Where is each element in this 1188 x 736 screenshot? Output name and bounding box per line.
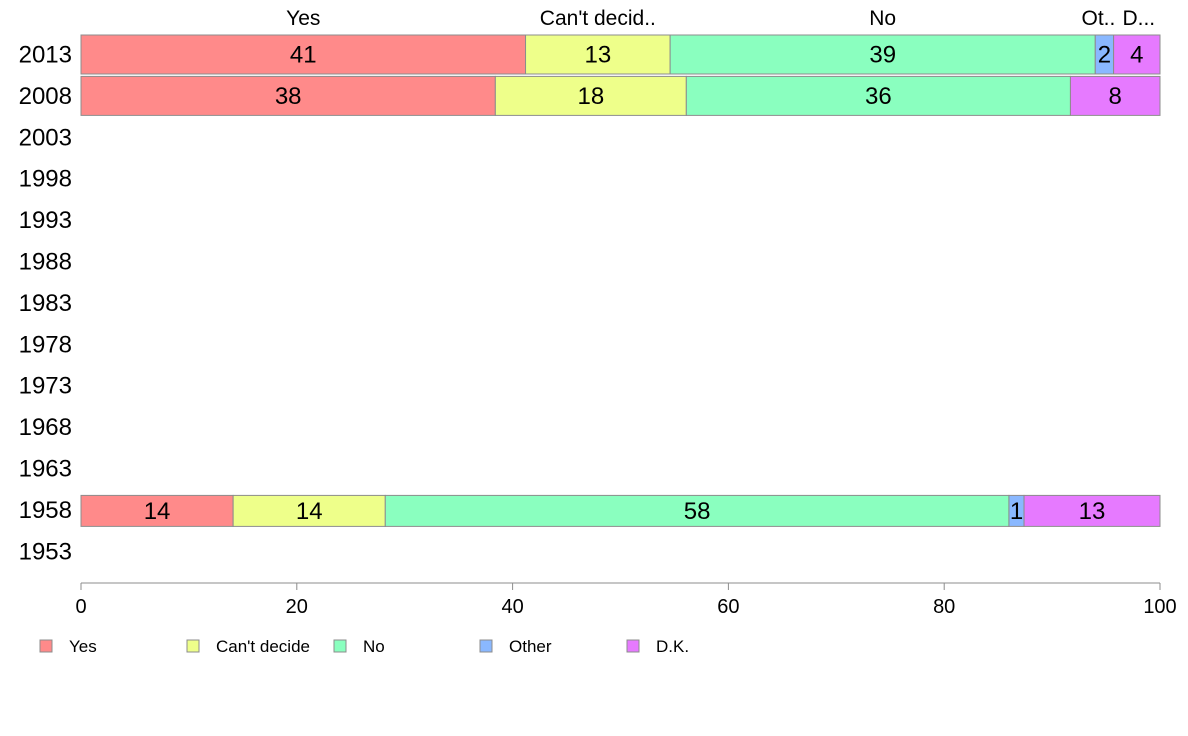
y-axis-labels: 2013 2008 2003 1998 1993 1988 1983 1978 1973 1968… <box>19 42 72 566</box>
segment-header-label: Can't decid.. <box>540 7 656 30</box>
y-tick-label: 2013 <box>19 42 72 69</box>
legend-label: D.K. <box>656 637 689 656</box>
data-label: 36 <box>865 83 892 110</box>
y-tick-label: 1958 <box>19 497 72 524</box>
y-tick-label: 1973 <box>19 373 72 400</box>
segment-header-label: Ot.. <box>1082 7 1116 30</box>
bar-segment <box>384 494 1010 527</box>
x-axis: 0 20 40 60 80 100 <box>75 582 1177 618</box>
y-tick-label: 1998 <box>19 166 72 193</box>
x-tick-label: 60 <box>717 596 739 618</box>
bar-segment <box>685 75 1071 116</box>
y-tick-label: 1968 <box>19 414 72 441</box>
x-tick-label: 20 <box>286 596 308 618</box>
x-tick-label: 40 <box>501 596 523 618</box>
segment-header-label: No <box>869 7 896 30</box>
y-tick-label: 2008 <box>19 83 72 110</box>
legend-swatch <box>186 639 200 653</box>
segment-header-label: D... <box>1122 7 1155 30</box>
y-tick-label: 1978 <box>19 331 72 358</box>
data-label: 39 <box>869 42 896 69</box>
legend-label: Other <box>509 637 552 656</box>
data-label: 18 <box>577 83 604 110</box>
y-tick-label: 1993 <box>19 207 72 234</box>
data-label: 41 <box>290 42 317 69</box>
data-label: 8 <box>1109 83 1122 110</box>
bar-segment <box>80 34 527 75</box>
x-tick-label: 100 <box>1143 596 1176 618</box>
data-label: 13 <box>584 42 611 69</box>
legend-swatch <box>333 639 347 653</box>
legend-label: Can't decide <box>216 637 310 656</box>
y-tick-label: 2003 <box>19 124 72 151</box>
data-label: 1 <box>1010 498 1023 525</box>
x-tick-label: 0 <box>75 596 86 618</box>
y-tick-label: 1988 <box>19 249 72 276</box>
legend-swatch <box>479 639 493 653</box>
y-tick-label: 1953 <box>19 538 72 565</box>
x-tick-label: 80 <box>933 596 955 618</box>
data-label: 14 <box>296 498 323 525</box>
legend-swatch <box>626 639 640 653</box>
legend-swatch <box>39 639 53 653</box>
legend: Yes Can't decide No Other D.K. <box>39 637 689 656</box>
bar-segment <box>80 75 496 116</box>
data-label: 14 <box>144 498 171 525</box>
legend-label: Yes <box>69 637 97 656</box>
data-label: 4 <box>1130 42 1143 69</box>
bar-segment <box>1113 34 1161 75</box>
data-label: 58 <box>684 498 711 525</box>
legend-label: No <box>363 637 385 656</box>
bar-segment <box>1023 494 1161 527</box>
bar-segment <box>1069 75 1161 116</box>
bars: 41 13 39 2 4 38 18 36 8 14 14 58 1 13 <box>80 34 1161 527</box>
segment-header-label: Yes <box>286 7 320 30</box>
data-label: 2 <box>1098 42 1111 69</box>
data-label: 38 <box>275 83 302 110</box>
segment-header-labels: Yes Can't decid.. No Ot.. D... <box>286 7 1155 30</box>
y-tick-label: 1983 <box>19 290 72 317</box>
bar-segment <box>669 34 1096 75</box>
bar-segment <box>232 494 386 527</box>
bar-segment <box>525 34 671 75</box>
y-tick-label: 1963 <box>19 456 72 483</box>
data-label: 13 <box>1079 498 1106 525</box>
bar-segment <box>494 75 687 116</box>
bar-segment <box>80 494 234 527</box>
